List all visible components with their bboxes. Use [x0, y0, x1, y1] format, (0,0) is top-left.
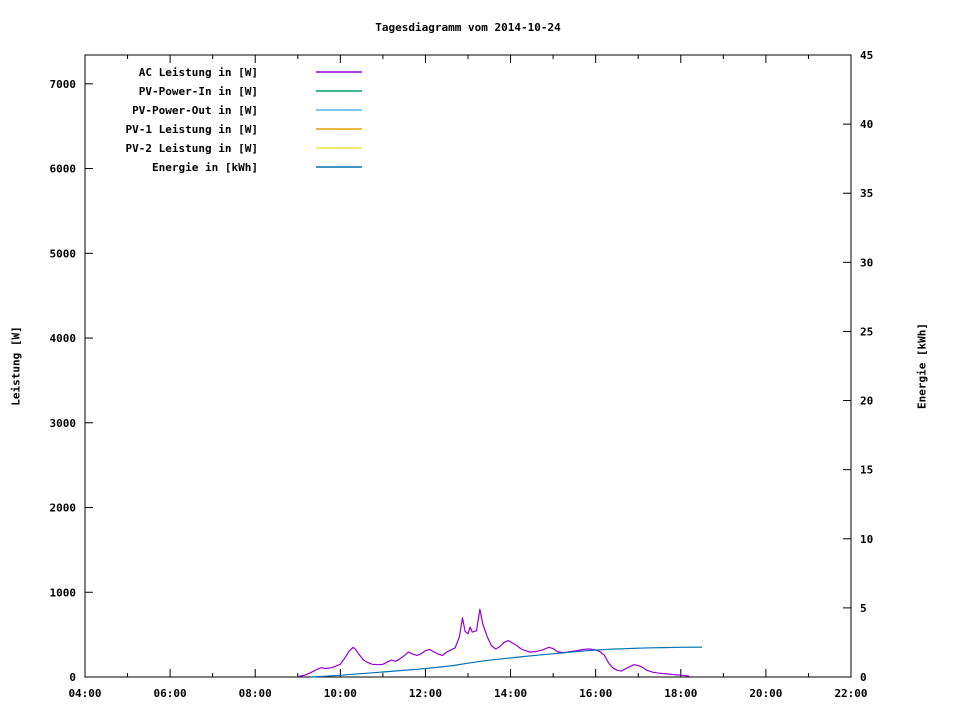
legend-entry-ac-leistung-in-w: AC Leistung in [W]	[139, 66, 362, 79]
legend-label: PV-1 Leistung in [W]	[126, 123, 258, 136]
legend-label: PV-Power-Out in [W]	[132, 104, 258, 117]
series-line-energie-in-kwh	[310, 646, 703, 678]
x-tick-label: 12:00	[409, 687, 442, 700]
legend-entry-pv-power-out-in-w: PV-Power-Out in [W]	[132, 104, 362, 117]
y-tick-label: 3000	[50, 417, 77, 430]
y-tick-label: 5000	[50, 247, 77, 260]
legend-entry-energie-in-kwh: Energie in [kWh]	[152, 161, 362, 174]
y-tick-label: 6000	[50, 163, 77, 176]
y2-tick-label: 25	[860, 325, 873, 338]
x-tick-label: 08:00	[239, 687, 272, 700]
x-tick-label: 20:00	[749, 687, 782, 700]
y2-axis-label-energie: Energie [kWh]	[915, 322, 929, 410]
y-tick-label: 0	[69, 671, 76, 684]
y-tick-label: 4000	[50, 332, 77, 345]
x-tick-label: 04:00	[68, 687, 101, 700]
y-tick-label: 1000	[50, 586, 77, 599]
legend-label: PV-2 Leistung in [W]	[126, 142, 258, 155]
series-line-ac-leistung-in-w	[297, 608, 690, 678]
legend-entry-pv-1-leistung-in-w: PV-1 Leistung in [W]	[126, 123, 362, 136]
chart-title: Tagesdiagramm vom 2014-10-24	[375, 21, 561, 34]
legend-entry-pv-power-in-in-w: PV-Power-In in [W]	[139, 85, 362, 98]
y2-tick-label: 40	[860, 118, 873, 131]
x-tick-label: 06:00	[154, 687, 187, 700]
legend-label: AC Leistung in [W]	[139, 66, 258, 79]
x-tick-label: 10:00	[324, 687, 357, 700]
y2-tick-label: 15	[860, 464, 873, 477]
x-tick-label: 22:00	[834, 687, 867, 700]
y2-tick-label: 5	[860, 602, 867, 615]
y2-tick-label: 0	[860, 671, 867, 684]
legend-label: PV-Power-In in [W]	[139, 85, 258, 98]
x-tick-label: 16:00	[579, 687, 612, 700]
legend: AC Leistung in [W] PV-Power-In in [W] PV-P…	[126, 66, 362, 174]
axes-ticks: 04:00 06:00 08:00 10:00 12:00 14:00 16:00 18:00…	[50, 49, 874, 700]
legend-entry-pv-2-leistung-in-w: PV-2 Leistung in [W]	[126, 142, 362, 155]
y-tick-label: 7000	[50, 78, 77, 91]
y2-tick-label: 30	[860, 256, 873, 269]
y-tick-label: 2000	[50, 502, 77, 515]
y2-tick-label: 20	[860, 395, 873, 408]
x-tick-label: 18:00	[664, 687, 697, 700]
y2-tick-label: 10	[860, 533, 873, 546]
y-axis-label-leistung: Leistung [W]	[9, 326, 23, 406]
y2-tick-label: 45	[860, 49, 873, 62]
legend-label: Energie in [kWh]	[152, 161, 258, 174]
y2-tick-label: 35	[860, 187, 873, 200]
x-tick-label: 14:00	[494, 687, 527, 700]
